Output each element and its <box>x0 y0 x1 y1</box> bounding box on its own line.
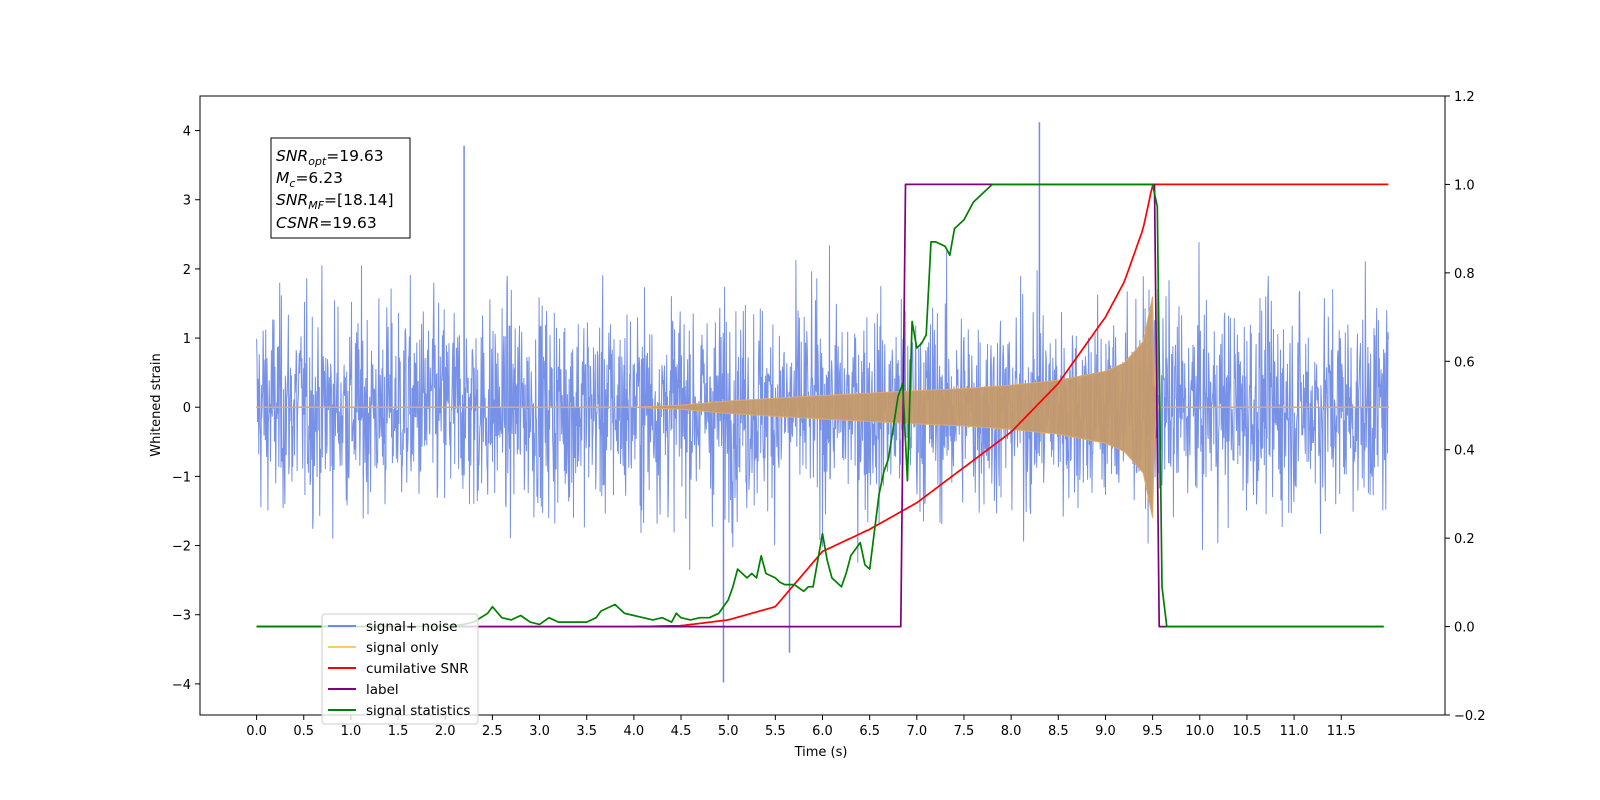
y2-tick-label: 1.2 <box>1454 90 1475 105</box>
legend-label-signal-statistics: signal statistics <box>366 703 470 719</box>
x-tick-label: 11.5 <box>1327 724 1356 739</box>
x-tick-label: 5.0 <box>718 724 739 739</box>
x-axis: 0.0 0.5 1.0 1.5 2.0 2.5 3.0 3.5 4.0 4.5 5.0 5.5 6.0 6… <box>246 715 1356 739</box>
series-signal-statistics <box>256 183 1384 628</box>
y2-tick-label: 0.0 <box>1454 621 1475 636</box>
x-tick-label: 10.0 <box>1185 724 1214 739</box>
y2-tick-label: 0.8 <box>1454 267 1475 282</box>
x-tick-label: 8.5 <box>1048 724 1069 739</box>
legend-label-cumulative-snr: cumilative SNR <box>366 661 469 677</box>
x-tick-label: 7.0 <box>906 724 927 739</box>
x-tick-label: 1.0 <box>341 724 362 739</box>
y-axis-right: −0.2 0.0 0.2 0.4 0.6 0.8 1.0 1.2 <box>1445 90 1486 724</box>
info-box-frame <box>270 137 411 239</box>
info-line-snr-opt: SNRopt=19.63 <box>276 147 384 168</box>
y-tick-label: −2 <box>172 540 191 555</box>
x-tick-label: 5.5 <box>765 724 786 739</box>
x-tick-label: 9.0 <box>1095 724 1116 739</box>
series-signal-noise <box>256 242 1389 570</box>
y-tick-label: 3 <box>183 194 191 209</box>
x-tick-label: 2.5 <box>482 724 503 739</box>
y-tick-label: 2 <box>183 263 191 278</box>
x-tick-label: 2.0 <box>435 724 456 739</box>
y-tick-label: 1 <box>183 332 191 347</box>
x-tick-label: 4.0 <box>624 724 645 739</box>
x-tick-label: 1.5 <box>388 724 409 739</box>
x-tick-label: 8.0 <box>1001 724 1022 739</box>
legend: signal+ noise signal only cumilative SNR… <box>321 613 479 725</box>
x-tick-label: 4.5 <box>671 724 692 739</box>
y2-tick-label: −0.2 <box>1454 709 1486 724</box>
y2-tick-label: 1.0 <box>1454 178 1475 193</box>
info-box: SNRopt=19.63 Mc=6.23 SNRMF=[18.14] CSNR=… <box>270 137 411 239</box>
legend-label-signal-only: signal only <box>366 640 439 656</box>
legend-frame <box>321 613 479 725</box>
y-tick-label: 4 <box>183 125 191 140</box>
y2-tick-label: 0.2 <box>1454 532 1475 547</box>
x-tick-label: 11.0 <box>1280 724 1309 739</box>
y-axis-left: −4 −3 −2 −1 0 1 2 3 4 <box>172 125 200 693</box>
x-tick-label: 0.0 <box>246 724 267 739</box>
y-tick-label: −4 <box>172 678 191 693</box>
x-tick-label: 3.5 <box>576 724 597 739</box>
y-tick-label: −1 <box>172 470 191 485</box>
info-line-mc: Mc=6.23 <box>276 169 343 190</box>
y-tick-label: 0 <box>183 401 191 416</box>
x-tick-label: 10.5 <box>1232 724 1261 739</box>
legend-label-signal-noise: signal+ noise <box>366 619 457 635</box>
plot-area <box>256 122 1389 683</box>
x-axis-label: Time (s) <box>794 745 848 760</box>
y-tick-label: −3 <box>172 609 191 624</box>
y-axis-label: Whitened strain <box>149 353 164 456</box>
x-tick-label: 6.0 <box>812 724 833 739</box>
info-line-snr-mf: SNRMF=[18.14] <box>276 191 394 212</box>
info-line-csnr: CSNR=19.63 <box>276 214 377 232</box>
x-tick-label: 6.5 <box>859 724 880 739</box>
y2-tick-label: 0.6 <box>1454 355 1475 370</box>
y2-tick-label: 0.4 <box>1454 444 1475 459</box>
legend-label-label: label <box>366 682 399 698</box>
x-tick-label: 0.5 <box>293 724 314 739</box>
series-signal-only <box>256 296 1389 519</box>
x-tick-label: 3.0 <box>529 724 550 739</box>
x-tick-label: 9.5 <box>1142 724 1163 739</box>
x-tick-label: 7.5 <box>954 724 975 739</box>
